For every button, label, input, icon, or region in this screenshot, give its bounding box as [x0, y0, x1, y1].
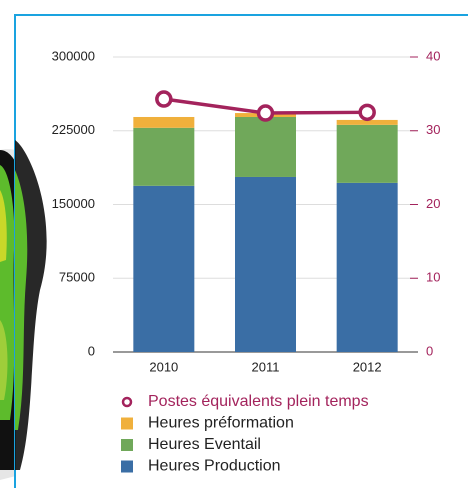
x-tick-label: 2012: [353, 359, 382, 374]
bar-segment: [133, 185, 195, 352]
legend-marker: [121, 417, 133, 430]
legend-label: Heures Production: [148, 458, 281, 475]
y2-tick-label: 0: [426, 343, 433, 358]
x-tick-label: 2010: [149, 359, 178, 374]
bar-segment: [133, 127, 195, 186]
bar-segment: [235, 176, 296, 352]
y-tick-label: 0: [88, 343, 95, 358]
legend-label: Heures préformation: [148, 415, 294, 432]
line-point: [155, 90, 173, 108]
y2-tick-label: 30: [426, 122, 440, 137]
x-tick-label: 2011: [252, 359, 280, 374]
bar-segment: [235, 116, 296, 177]
y-tick-label: 300000: [52, 48, 95, 63]
bar-segment: [336, 124, 398, 183]
legend-marker: [121, 460, 133, 473]
line-point: [358, 103, 376, 122]
legend-marker: [121, 439, 133, 451]
y-tick-label: 150000: [52, 196, 95, 211]
legend-marker: [121, 396, 133, 408]
background-decoration: [15, 170, 28, 430]
y2-tick-label: 20: [426, 196, 440, 211]
line-point: [256, 104, 275, 122]
y2-tick-label: 40: [426, 48, 440, 63]
legend-label: Postes équivalents plein temps: [148, 393, 369, 410]
y2-tick-label: 10: [426, 270, 440, 285]
y-tick-label: 75000: [59, 270, 95, 285]
legend-label: Heures Eventail: [148, 436, 261, 453]
bar-segment: [336, 119, 398, 125]
y-tick-label: 225000: [52, 122, 95, 137]
bar-segment: [133, 116, 195, 128]
bar-segment: [336, 182, 398, 352]
